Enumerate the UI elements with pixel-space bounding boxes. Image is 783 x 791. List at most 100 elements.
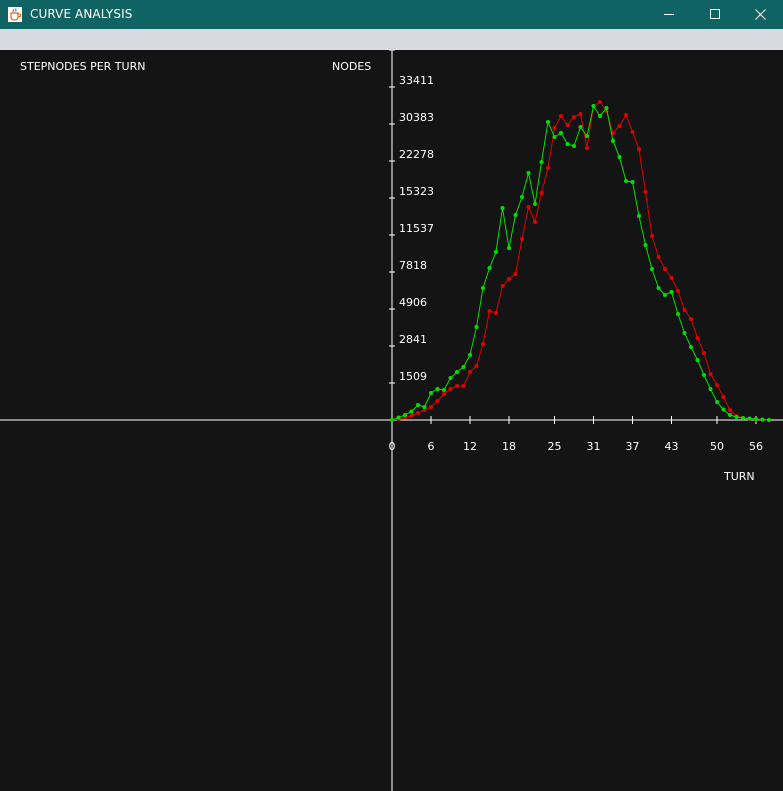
data-point (754, 417, 758, 421)
data-point (760, 417, 765, 422)
y-tick-label: 2841 (399, 333, 427, 346)
data-point (403, 413, 407, 417)
window-title: CURVE ANALYSIS (30, 7, 133, 21)
data-point (728, 413, 732, 417)
data-point (409, 409, 414, 414)
data-point (715, 400, 719, 404)
chart-canvas: STEPNODES PER TURN NODES TURN 0 6 12 18 25 31… (0, 50, 783, 791)
maximize-icon (709, 9, 721, 20)
data-point (663, 267, 667, 271)
data-point (500, 284, 505, 288)
data-point (520, 195, 524, 199)
data-point (461, 365, 466, 369)
data-point (656, 286, 661, 290)
x-tick-label: 37 (626, 440, 640, 453)
data-point (481, 286, 485, 290)
x-tick-label: 18 (502, 440, 516, 453)
data-point (474, 325, 479, 329)
data-point (435, 387, 440, 391)
java-cup-icon (8, 7, 22, 22)
data-point (637, 214, 641, 218)
curve-chart: STEPNODES PER TURN NODES TURN 0 6 12 18 25 31… (0, 50, 783, 791)
data-point (422, 405, 427, 409)
data-point (682, 331, 687, 335)
data-point (494, 311, 498, 315)
y-tick-label: 4906 (399, 296, 427, 309)
data-point (429, 405, 433, 409)
data-point (507, 246, 511, 250)
chart-title: STEPNODES PER TURN (20, 60, 145, 73)
data-point (526, 205, 531, 209)
data-point (624, 179, 628, 183)
data-point (409, 413, 414, 418)
data-point (643, 243, 648, 247)
maximize-button[interactable] (692, 0, 738, 29)
data-point (676, 289, 680, 293)
close-button[interactable] (737, 0, 783, 29)
data-point (630, 130, 635, 134)
data-point (422, 408, 427, 412)
data-point (513, 272, 518, 276)
data-point (598, 100, 602, 104)
menu-bar (0, 29, 783, 50)
data-point (455, 384, 459, 388)
data-point (494, 250, 498, 254)
y-tick-label: 7818 (399, 259, 427, 272)
data-point (546, 166, 550, 170)
data-point (513, 213, 518, 217)
y-tick-label: 33411 (399, 74, 434, 87)
minimize-button[interactable] (646, 0, 692, 29)
data-point (591, 104, 596, 108)
data-point (416, 411, 420, 415)
data-point (448, 387, 453, 391)
x-tick-label: 50 (710, 440, 724, 453)
y-axis-label: NODES (332, 60, 371, 73)
data-point (643, 190, 648, 194)
data-point (533, 220, 537, 224)
data-point (578, 125, 583, 129)
data-point (637, 147, 641, 151)
data-point (448, 376, 453, 380)
data-point (708, 387, 713, 391)
data-point (728, 408, 732, 412)
data-point (520, 237, 524, 241)
data-point (695, 336, 700, 340)
data-point (481, 342, 485, 346)
data-point (604, 106, 609, 110)
data-point (455, 370, 459, 374)
data-point (533, 202, 537, 206)
data-point (708, 372, 713, 376)
y-tick-label: 11537 (399, 222, 434, 235)
x-tick-label: 31 (587, 440, 601, 453)
series-line (391, 101, 770, 421)
data-point (611, 139, 615, 143)
close-icon (754, 9, 766, 20)
data-point (721, 407, 726, 412)
data-point (695, 358, 700, 362)
data-point (734, 415, 739, 419)
data-point (487, 266, 492, 270)
data-point (546, 120, 550, 124)
data-point (461, 384, 466, 388)
data-point (416, 403, 420, 407)
x-tick-label: 0 (389, 440, 396, 453)
data-point (689, 345, 693, 349)
x-tick-label: 6 (428, 440, 435, 453)
data-point (663, 293, 667, 297)
data-point (487, 309, 492, 313)
data-point (669, 290, 674, 294)
data-point (390, 418, 394, 422)
data-point (702, 351, 706, 355)
data-point (526, 171, 531, 175)
data-point (747, 416, 752, 421)
data-point (617, 155, 622, 159)
data-point (559, 114, 563, 118)
data-point (500, 206, 505, 210)
x-tick-label: 25 (548, 440, 562, 453)
data-point (429, 391, 433, 395)
data-point (468, 370, 472, 374)
data-point (689, 317, 693, 321)
data-point (682, 308, 687, 312)
data-point (552, 135, 557, 139)
x-tick-label: 12 (463, 440, 477, 453)
